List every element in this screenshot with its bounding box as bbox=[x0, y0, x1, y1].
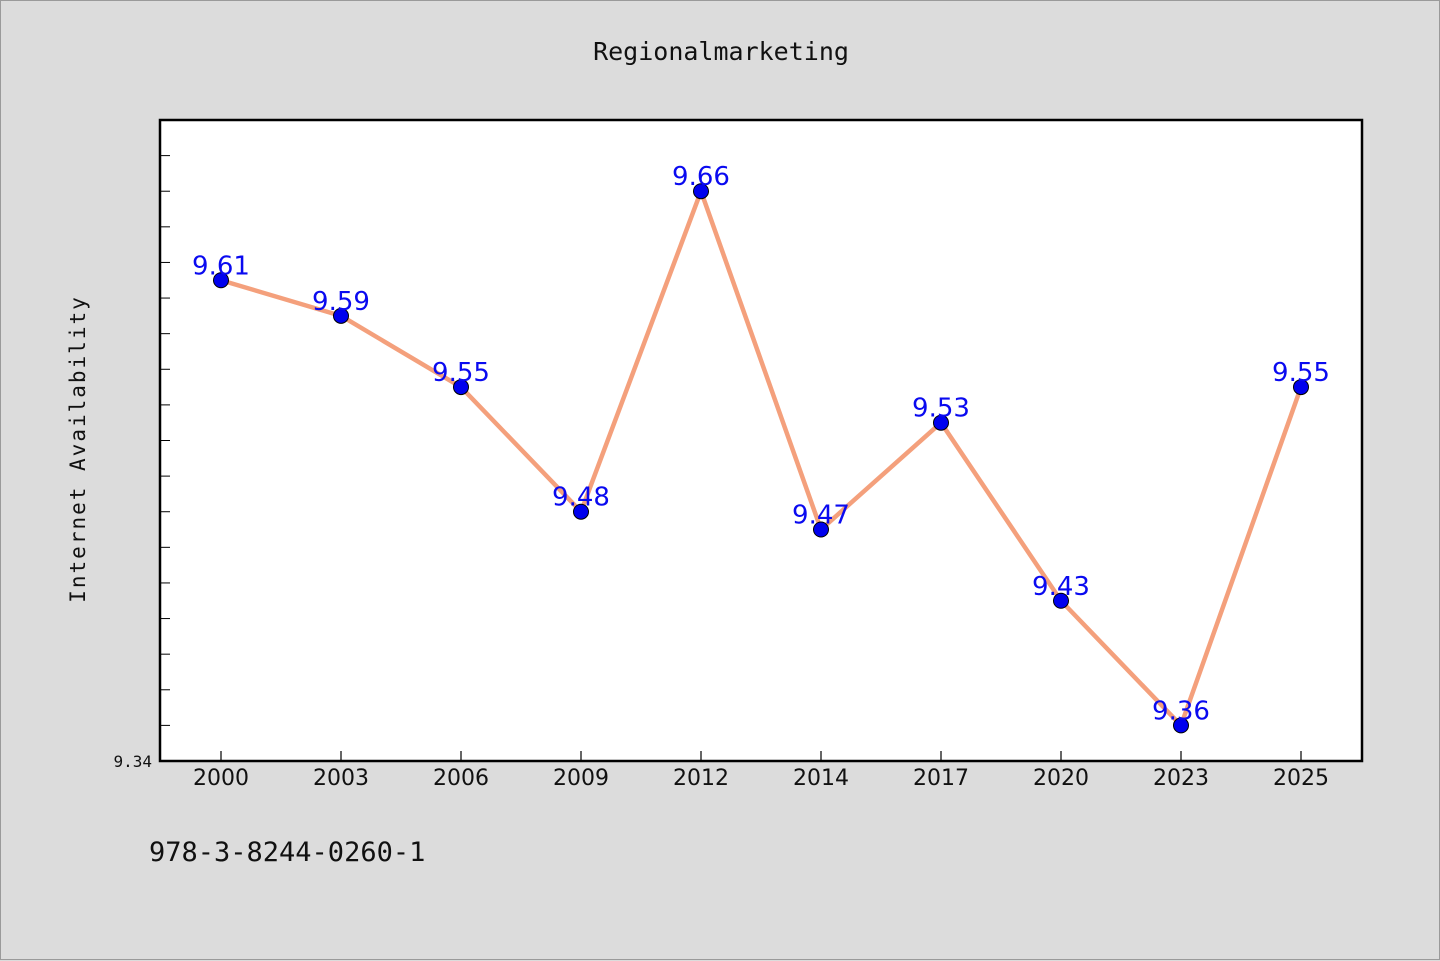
data-label: 9.53 bbox=[912, 394, 970, 424]
data-label: 9.48 bbox=[552, 483, 610, 513]
data-point bbox=[333, 307, 349, 324]
y-axis-ticks: 9.34 bbox=[113, 155, 170, 771]
y-tick-label: 9.34 bbox=[113, 752, 152, 771]
data-point bbox=[453, 379, 469, 396]
data-label: 9.36 bbox=[1152, 696, 1210, 726]
data-point bbox=[693, 183, 709, 200]
data-point bbox=[213, 272, 229, 289]
x-tick-label: 2025 bbox=[1273, 766, 1329, 791]
data-label: 9.55 bbox=[1272, 358, 1330, 388]
data-markers bbox=[213, 183, 1309, 734]
data-point bbox=[1173, 717, 1189, 734]
data-point bbox=[813, 521, 829, 538]
data-point bbox=[1293, 379, 1309, 396]
x-tick-label: 2003 bbox=[313, 766, 369, 791]
x-tick-label: 2020 bbox=[1033, 766, 1089, 791]
data-label: 9.66 bbox=[672, 162, 730, 192]
plot-area bbox=[160, 120, 1362, 761]
data-point bbox=[933, 414, 949, 431]
x-tick-label: 2006 bbox=[433, 766, 489, 791]
data-labels: 9.61 9.59 9.55 9.48 9.66 9.47 9.53 9.43 9.36 9.55 bbox=[192, 162, 1330, 726]
x-tick-label: 2017 bbox=[913, 766, 969, 791]
x-tick-label: 2009 bbox=[553, 766, 609, 791]
x-tick-label: 2014 bbox=[793, 766, 849, 791]
isbn-footnote: 978-3-8244-0260-1 bbox=[149, 837, 426, 868]
x-tick-label: 2012 bbox=[673, 766, 729, 791]
x-tick-label: 2000 bbox=[193, 766, 249, 791]
data-point bbox=[573, 503, 589, 520]
data-label: 9.59 bbox=[312, 287, 370, 317]
x-tick-label: 2023 bbox=[1153, 766, 1209, 791]
data-label: 9.43 bbox=[1032, 572, 1090, 602]
plot-frame bbox=[158, 118, 1364, 763]
data-label: 9.47 bbox=[792, 501, 850, 531]
data-label: 9.55 bbox=[432, 358, 490, 388]
data-label: 9.61 bbox=[192, 251, 250, 281]
x-axis-ticks: 2000 2003 2006 2009 2012 2014 2017 2020 2023 2025 bbox=[193, 751, 1329, 791]
series-line-group bbox=[220, 188, 1304, 728]
series-line bbox=[220, 188, 1304, 728]
data-point bbox=[1053, 592, 1069, 609]
chart-title: Regionalmarketing bbox=[593, 37, 849, 66]
